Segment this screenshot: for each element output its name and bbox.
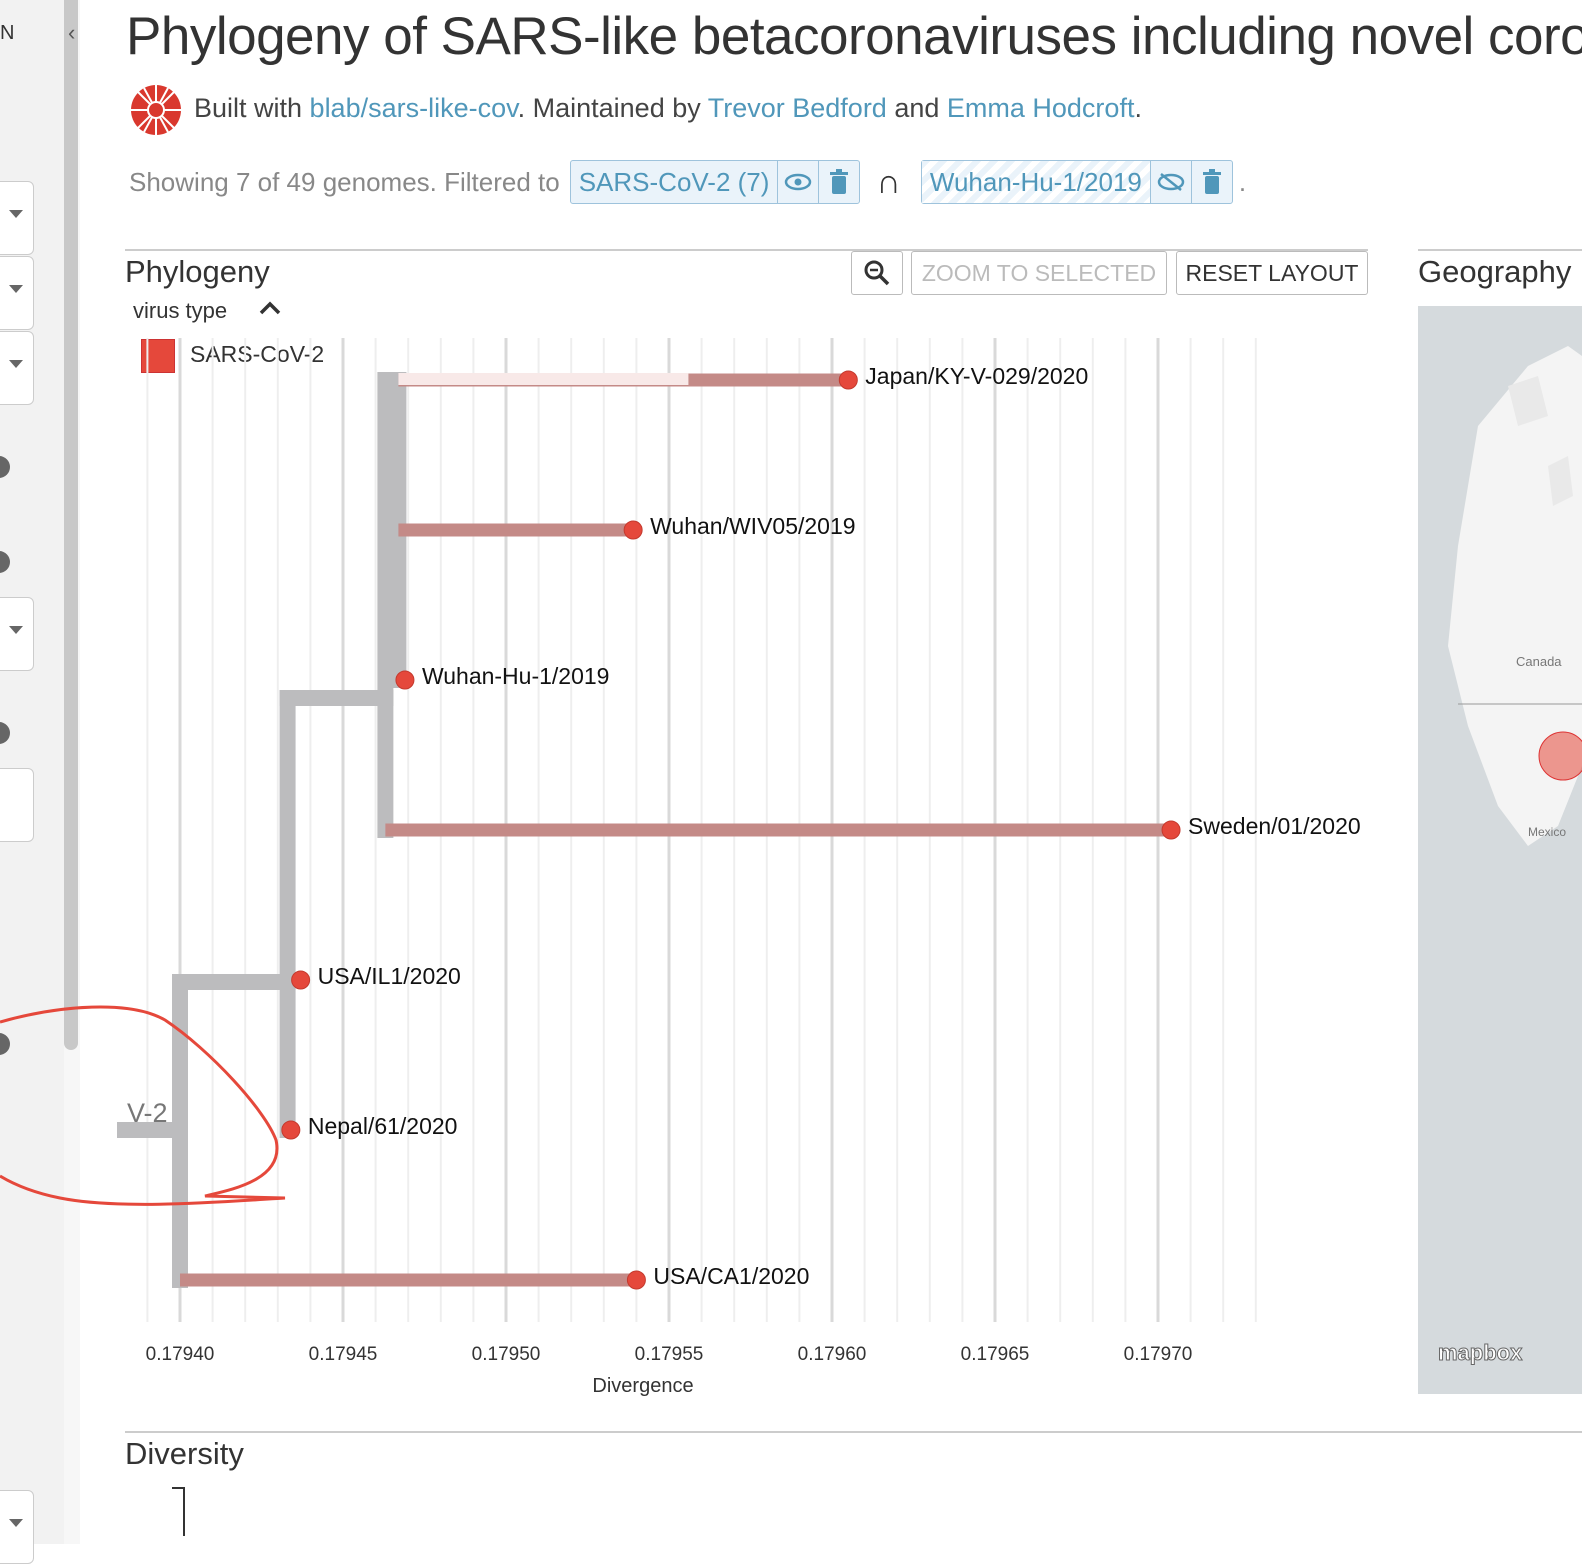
tip-node[interactable] bbox=[1161, 820, 1181, 840]
sidebar-toggle-2[interactable] bbox=[0, 551, 10, 573]
tip-node[interactable] bbox=[395, 670, 415, 690]
tip-node[interactable] bbox=[291, 970, 311, 990]
byline-and: and bbox=[886, 93, 947, 124]
zoom-button[interactable] bbox=[851, 251, 903, 295]
chevron-up-icon[interactable] bbox=[258, 300, 282, 316]
chevron-down-icon bbox=[9, 1519, 23, 1527]
map-marker-usa bbox=[1538, 731, 1582, 781]
chevron-down-icon bbox=[9, 285, 23, 293]
maintainer-link-1[interactable]: Trevor Bedford bbox=[707, 93, 887, 124]
phylogeny-title: Phylogeny bbox=[125, 254, 270, 289]
map-label-mexico: Mexico bbox=[1528, 825, 1566, 839]
chevron-left-icon[interactable]: ‹ bbox=[68, 20, 76, 45]
filter-badge-label: SARS-CoV-2 (7) bbox=[578, 166, 770, 197]
trash-icon[interactable] bbox=[1190, 161, 1232, 203]
filter-end: . bbox=[1238, 166, 1247, 197]
geography-title: Geography bbox=[1418, 254, 1572, 289]
tip-label[interactable]: USA/CA1/2020 bbox=[653, 1263, 809, 1289]
magnifier-zoom-icon bbox=[864, 260, 890, 286]
diversity-title: Diversity bbox=[125, 1436, 244, 1471]
sidebar-edge-text: N bbox=[0, 22, 15, 44]
x-tick-label: 0.17960 bbox=[798, 1344, 867, 1365]
byline-prefix: Built with bbox=[194, 93, 310, 124]
clade-label: V-2 bbox=[127, 1098, 168, 1128]
tip-node[interactable] bbox=[626, 1270, 646, 1290]
tip-node[interactable] bbox=[623, 520, 643, 540]
nextstrain-logo-icon bbox=[131, 85, 181, 135]
tip-label[interactable]: Nepal/61/2020 bbox=[308, 1113, 458, 1139]
filter-badge-label: Wuhan-Hu-1/2019 bbox=[921, 161, 1150, 203]
x-tick-label: 0.17950 bbox=[472, 1344, 541, 1365]
tip-node[interactable] bbox=[838, 370, 858, 390]
trash-icon[interactable] bbox=[818, 161, 859, 203]
repo-link[interactable]: blab/sars-like-cov bbox=[309, 93, 518, 124]
tree-tips: Japan/KY-V-029/2020 Wuhan/WIV05/2019 Wuhan… bbox=[281, 363, 1361, 1290]
sidebar-dropdown-3[interactable] bbox=[0, 331, 34, 405]
eye-icon[interactable] bbox=[777, 161, 818, 203]
tip-label[interactable]: Wuhan-Hu-1/2019 bbox=[422, 663, 610, 689]
phylogeny-divider bbox=[125, 249, 1368, 251]
sidebar-toggle-1[interactable] bbox=[0, 456, 10, 478]
x-axis-title: Divergence bbox=[592, 1375, 693, 1397]
diversity-divider bbox=[125, 1431, 1582, 1433]
zoom-to-selected-button[interactable]: ZOOM TO SELECTED bbox=[911, 251, 1167, 295]
sidebar-input[interactable] bbox=[0, 768, 34, 842]
x-tick-label: 0.17965 bbox=[961, 1344, 1030, 1365]
eye-slash-icon[interactable] bbox=[1149, 161, 1191, 203]
diversity-axis-stub bbox=[172, 1487, 185, 1536]
sidebar-dropdown-2[interactable] bbox=[0, 256, 34, 330]
legend-title: virus type bbox=[133, 298, 228, 323]
tip-node[interactable] bbox=[281, 1120, 301, 1140]
chevron-down-icon bbox=[9, 360, 23, 368]
sidebar-dropdown-1[interactable] bbox=[0, 181, 34, 255]
filter-badge-wuhan-hu-1[interactable]: Wuhan-Hu-1/2019 bbox=[920, 160, 1233, 204]
chevron-down-icon bbox=[9, 210, 23, 218]
x-tick-label: 0.17970 bbox=[1124, 1344, 1193, 1365]
filter-badge-sars-cov-2[interactable]: SARS-CoV-2 (7) bbox=[569, 160, 861, 204]
sidebar-scrollbar-thumb[interactable] bbox=[64, 0, 78, 1050]
geography-map[interactable]: Canada Mexico bbox=[1418, 306, 1582, 1394]
geography-divider bbox=[1418, 249, 1582, 251]
x-tick-label: 0.17955 bbox=[635, 1344, 704, 1365]
mapbox-logo[interactable]: mapbox bbox=[1437, 1340, 1523, 1366]
sidebar-toggle-3[interactable] bbox=[0, 722, 10, 744]
byline-maintained: . Maintained by bbox=[517, 93, 708, 124]
byline-period: . bbox=[1134, 93, 1142, 124]
sidebar-toggle-4[interactable] bbox=[0, 1033, 10, 1055]
chevron-down-icon bbox=[9, 626, 23, 634]
x-tick-label: 0.17940 bbox=[146, 1344, 215, 1365]
x-tick-label: 0.17945 bbox=[309, 1344, 378, 1365]
tip-label[interactable]: Japan/KY-V-029/2020 bbox=[865, 363, 1088, 389]
hand-drawn-annotation bbox=[0, 1005, 286, 1206]
filter-summary-line: Showing 7 of 49 genomes. Filtered to SAR… bbox=[129, 160, 1246, 204]
filter-summary-text: Showing 7 of 49 genomes. Filtered to bbox=[129, 166, 560, 197]
map-label-canada: Canada bbox=[1516, 654, 1562, 669]
tip-label[interactable]: Wuhan/WIV05/2019 bbox=[650, 513, 855, 539]
byline: Built with blab/sars-like-cov. Maintaine… bbox=[130, 84, 1142, 136]
intersect-symbol: ∩ bbox=[876, 162, 901, 201]
tip-label[interactable]: USA/IL1/2020 bbox=[318, 963, 461, 989]
tree-branches bbox=[117, 372, 1172, 1288]
branch-highlight bbox=[398, 373, 689, 385]
tip-label[interactable]: Sweden/01/2020 bbox=[1188, 813, 1361, 839]
page-title: Phylogeny of SARS-like betacoronaviruses… bbox=[126, 7, 1582, 66]
maintainer-link-2[interactable]: Emma Hodcroft bbox=[946, 93, 1135, 124]
x-axis: 0.17940 0.17945 0.17950 0.17955 0.17960 0.179… bbox=[146, 1344, 1193, 1365]
reset-layout-button[interactable]: RESET LAYOUT bbox=[1176, 251, 1368, 295]
sidebar-dropdown-4[interactable] bbox=[0, 597, 34, 671]
